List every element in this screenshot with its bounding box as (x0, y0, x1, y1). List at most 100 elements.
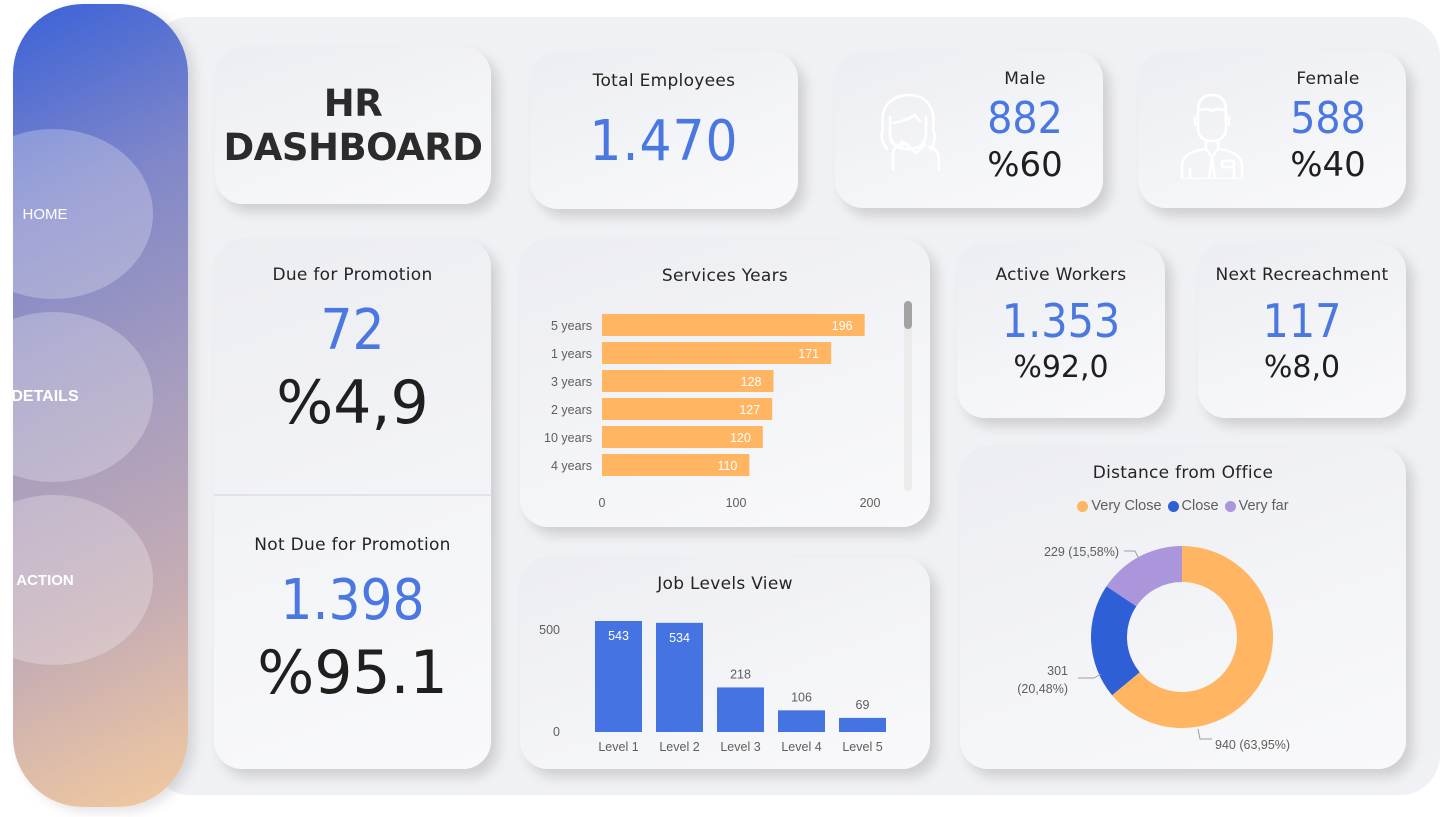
total-employees-value: 1.470 (589, 109, 739, 174)
services-years-category-label: 2 years (551, 403, 592, 417)
legend-label-very-far: Very far (1238, 498, 1289, 514)
services-years-category-label: 1 years (551, 347, 592, 361)
services-years-data-label: 120 (730, 431, 751, 445)
job-levels-bar (656, 622, 703, 732)
male-count: 882 (987, 93, 1063, 144)
nav-details-button[interactable]: DETAILS (13, 312, 153, 482)
job-levels-bar (595, 621, 642, 732)
job-levels-y-tick: 0 (553, 725, 560, 739)
female-percent: %40 (1290, 145, 1366, 185)
legend-label-very-close: Very Close (1091, 498, 1162, 514)
nav-action-button[interactable]: ACTION (13, 495, 153, 665)
active-workers-label: Active Workers (995, 265, 1127, 285)
due-for-promotion-value: 72 (320, 298, 385, 363)
donut-slice-very-far (1106, 546, 1182, 607)
job-levels-category-label: Level 5 (842, 740, 882, 754)
services-years-bar (602, 454, 750, 476)
services-years-chart: 5 years 196 1 years 171 3 years 128 2 years 127… (544, 314, 881, 510)
services-years-x-tick: 200 (860, 496, 881, 510)
services-years-scrollbar[interactable] (904, 301, 912, 491)
nav-home-label: HOME (22, 205, 68, 223)
services-years-category-label: 4 years (551, 459, 592, 473)
female-count: 588 (1290, 93, 1366, 144)
job-levels-category-label: Level 1 (598, 740, 638, 754)
not-due-for-promotion-section: Not Due for Promotion 1.398 %95.1 (214, 535, 491, 709)
job-levels-y-tick: 500 (539, 623, 560, 637)
legend-dot-close (1167, 500, 1179, 512)
services-years-card: Services Years 5 years 196 1 years 171 3 yea… (520, 239, 930, 527)
next-recreachment-percent: %8,0 (1263, 350, 1341, 385)
not-due-for-promotion-percent: %95.1 (257, 638, 448, 708)
nav-action-label: ACTION (16, 571, 74, 589)
donut-data-label-very-far: 229 (15,58%) (1044, 545, 1119, 559)
donut-leader-very-close (1197, 728, 1212, 740)
services-years-category-label: 3 years (551, 375, 592, 389)
legend-item-very-close[interactable]: Very Close (1077, 498, 1162, 514)
services-years-x-tick: 0 (599, 496, 606, 510)
active-workers-value: 1.353 (1001, 294, 1121, 348)
distance-title: Distance from Office (1092, 463, 1274, 483)
legend-dot-very-far (1224, 500, 1236, 512)
donut-slice-very-close (1112, 546, 1273, 728)
donut-leader-close (1078, 673, 1102, 679)
services-years-data-label: 196 (832, 319, 853, 333)
services-years-category-label: 5 years (551, 319, 592, 333)
male-card: Male 882 %60 (835, 51, 1103, 208)
total-employees-card: Total Employees 1.470 (530, 51, 798, 209)
donut-data-label-close-count: 301 (1047, 664, 1068, 678)
title-card: HR DASHBOARD (215, 47, 491, 204)
total-employees-label: Total Employees (592, 71, 736, 91)
job-levels-chart: 0 500 543 Level 1 534 Level 2 218 Level 3 106 Lev… (539, 621, 886, 754)
due-for-promotion-label: Due for Promotion (272, 265, 433, 285)
sidebar-nav: HOME DETAILS ACTION (13, 4, 188, 807)
services-years-category-label: 10 years (544, 431, 592, 445)
job-levels-card: Job Levels View 0 500 543 Level 1 534 Level 2… (520, 557, 930, 769)
legend-item-close[interactable]: Close (1167, 498, 1219, 514)
next-recreachment-value: 117 (1262, 294, 1342, 348)
legend-dot-very-close (1077, 500, 1089, 512)
nav-details-label: DETAILS (13, 388, 79, 405)
services-years-bar (602, 314, 865, 336)
page-title-line1: HR (323, 81, 383, 125)
legend-item-very-far[interactable]: Very far (1224, 498, 1289, 514)
services-years-bar (602, 342, 832, 364)
promotion-divider (214, 494, 491, 496)
services-years-bar (602, 370, 774, 392)
job-levels-data-label: 218 (730, 667, 751, 681)
male-percent: %60 (987, 145, 1063, 185)
not-due-for-promotion-label: Not Due for Promotion (254, 535, 451, 555)
services-years-x-tick: 100 (726, 496, 747, 510)
distance-legend: Very Close Close Very far (960, 498, 1406, 514)
female-person-outline-icon (880, 93, 941, 171)
donut-slice-close (1091, 586, 1140, 696)
donut-leader-very-far (1124, 550, 1140, 560)
female-label: Female (1296, 69, 1360, 89)
next-recreachment-card: Next Recreachment 117 %8,0 (1198, 243, 1406, 418)
job-levels-data-label: 534 (669, 631, 690, 645)
services-years-data-label: 110 (717, 459, 737, 473)
job-levels-category-label: Level 2 (659, 740, 699, 754)
job-levels-bar (717, 687, 764, 732)
next-recreachment-label: Next Recreachment (1215, 265, 1389, 285)
promotion-card: Due for Promotion 72 %4,9 Not Due for Pr… (214, 239, 491, 769)
job-levels-data-label: 106 (791, 690, 812, 704)
due-for-promotion-section: Due for Promotion 72 %4,9 (214, 265, 491, 439)
not-due-for-promotion-value: 1.398 (280, 568, 425, 633)
male-label: Male (1004, 69, 1046, 89)
active-workers-percent: %92,0 (1013, 350, 1109, 385)
legend-label-close: Close (1181, 498, 1219, 514)
page-title-line2: DASHBOARD (223, 125, 483, 169)
female-card: Female 588 %40 (1138, 51, 1406, 208)
nav-home-button[interactable]: HOME (13, 129, 153, 299)
job-levels-category-label: Level 4 (781, 740, 821, 754)
services-years-bar (602, 426, 763, 448)
donut-data-label-very-close: 940 (63,95%) (1215, 738, 1290, 752)
due-for-promotion-percent: %4,9 (276, 368, 429, 438)
distance-donut-chart: 940 (63,95%) 301 (20,48%) 229 (15,58%) (1017, 545, 1290, 752)
distance-from-office-card: Distance from Office Very Close Close Ve… (960, 446, 1406, 769)
job-levels-data-label: 69 (856, 698, 870, 712)
donut-data-label-close-percent: (20,48%) (1017, 682, 1068, 696)
job-levels-bar (839, 717, 886, 732)
services-years-bar (602, 398, 773, 420)
services-years-scroll-thumb[interactable] (904, 301, 912, 329)
